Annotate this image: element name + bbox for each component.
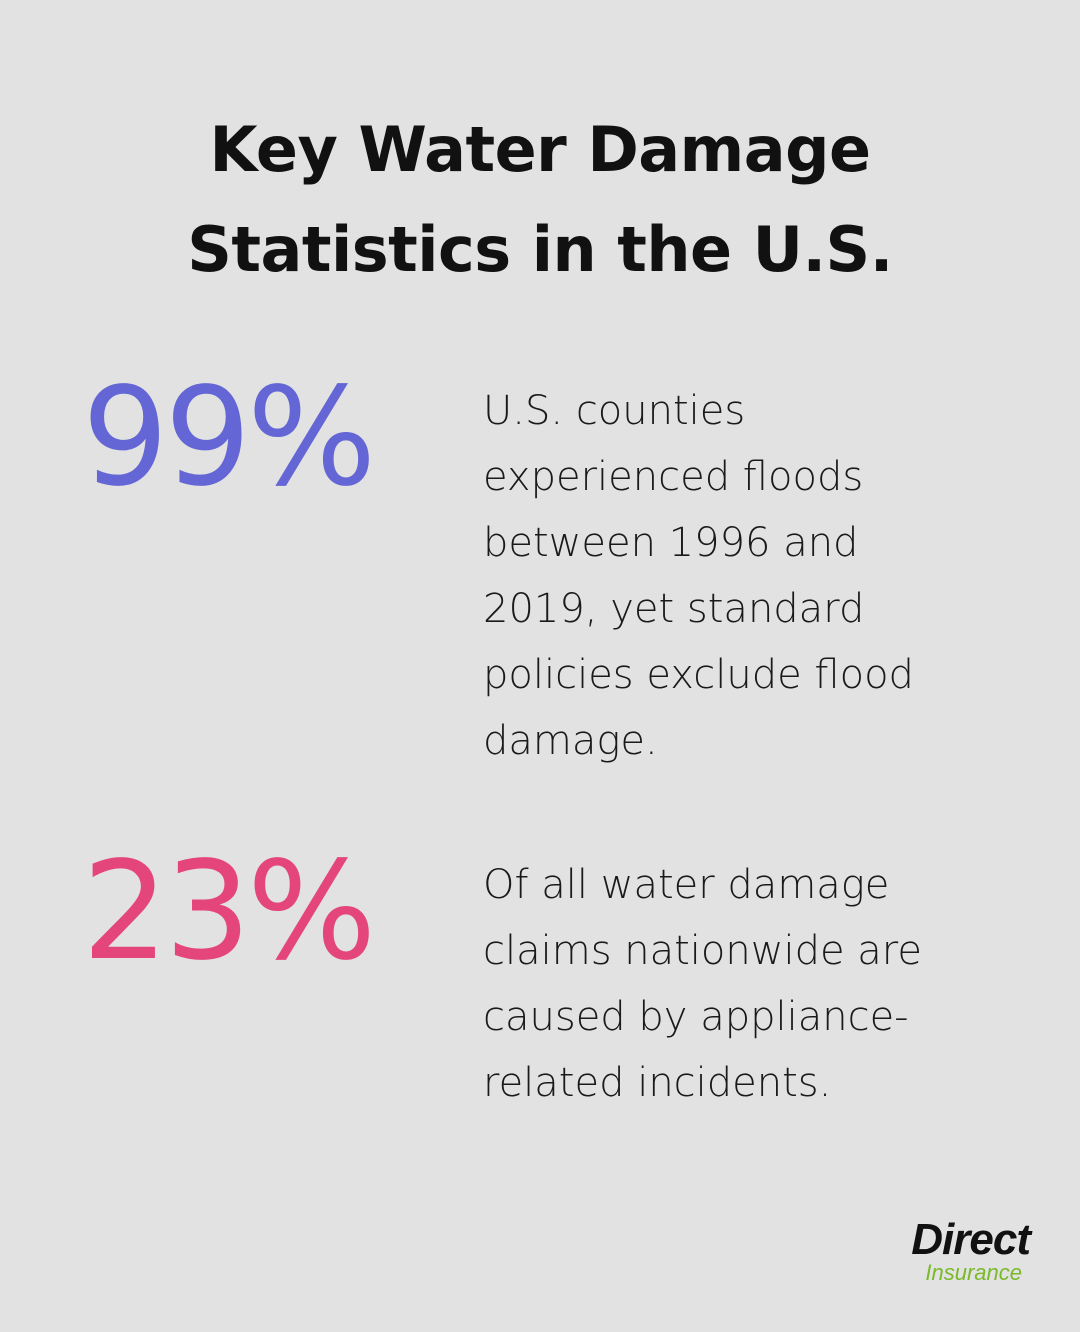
logo: Direct Insurance bbox=[880, 1215, 1031, 1285]
logo-brand: Direct bbox=[911, 1215, 1031, 1264]
stat-value: 99% bbox=[82, 359, 376, 517]
stat-text: Of all water damage claims nationwide ar… bbox=[483, 862, 922, 1106]
stat-text: U.S. counties experienced floods between… bbox=[483, 388, 914, 764]
logo-sub: Insurance bbox=[925, 1260, 1022, 1285]
stat-value: 23% bbox=[82, 833, 376, 991]
title: Key Water Damage Statistics in the U.S. bbox=[187, 113, 893, 286]
